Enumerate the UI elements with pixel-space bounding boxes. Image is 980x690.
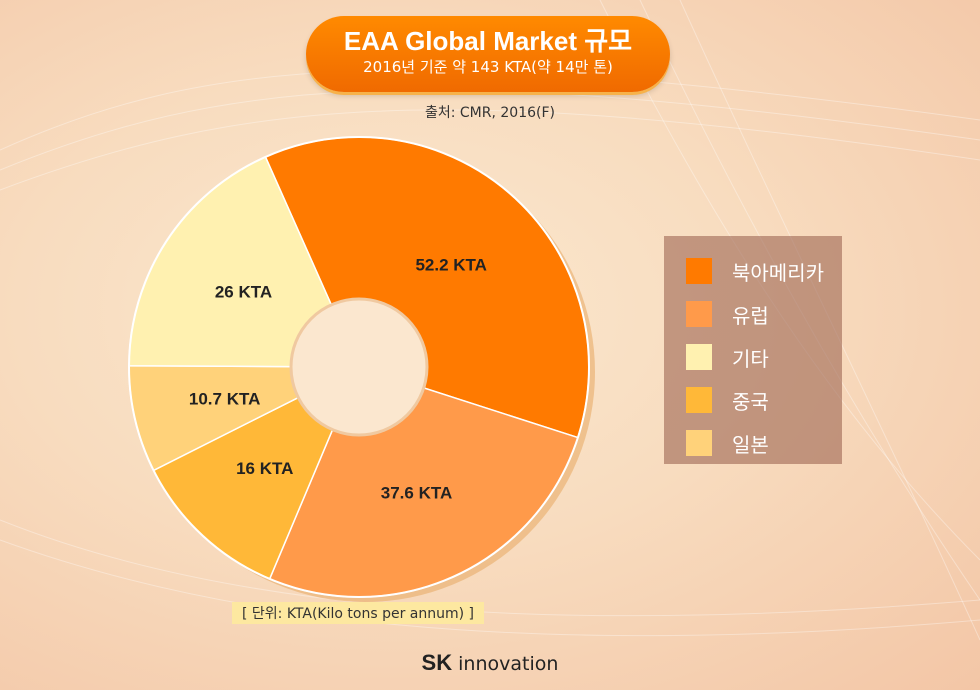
legend-item-5: 일본 [686,430,769,457]
donut-hole [289,297,429,437]
source-note: 출처: CMR, 2016(F) [424,105,555,121]
slice-label-1: 52.2 KTA [415,255,487,274]
legend-item-2: 유럽 [686,301,769,328]
legend-item-3: 기타 [686,344,769,371]
legend-label: 일본 [732,432,769,457]
chart-subtitle: 2016년 기준 약 143 KTA(약 14만 톤) [363,58,613,76]
legend-item-4: 중국 [686,387,769,414]
legend-label: 중국 [732,389,769,414]
unit-note: [ 단위: KTA(Kilo tons per annum) ] [232,602,485,624]
logo-sk: SK [421,650,453,675]
legend-label: 북아메리카 [732,260,824,285]
title-banner: EAA Global Market 규모 2016년 기준 약 143 KTA(… [306,16,670,92]
legend-swatch [686,387,712,413]
slice-label-5: 26 KTA [215,283,272,302]
donut-outline [128,136,590,598]
slice-label-2: 37.6 KTA [381,483,453,502]
legend-swatch [686,301,712,327]
legend-item-1: 북아메리카 [686,258,824,285]
slice-label-3: 16 KTA [236,459,293,478]
sk-innovation-logo: SK innovation [0,650,980,676]
slice-label-4: 10.7 KTA [189,390,261,409]
chart-title: EAA Global Market 규모 [343,26,633,56]
legend-swatch [686,258,712,284]
legend-swatch [686,430,712,456]
legend-label: 유럽 [732,303,769,328]
legend-label: 기타 [732,346,769,371]
legend-swatch [686,344,712,370]
logo-innovation: innovation [458,653,559,675]
